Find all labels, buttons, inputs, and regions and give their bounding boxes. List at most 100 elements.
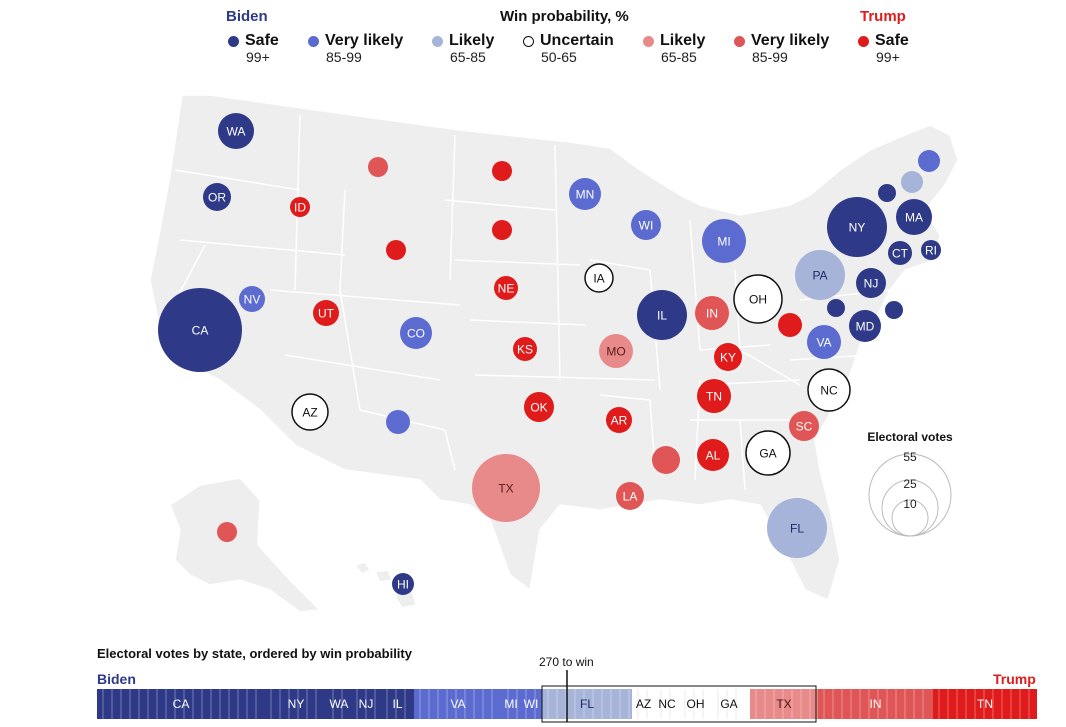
- state-circle[interactable]: [695, 296, 729, 330]
- state-circle[interactable]: [767, 498, 827, 558]
- state-bubble-co[interactable]: CO: [400, 317, 432, 349]
- state-circle[interactable]: [313, 300, 339, 326]
- state-circle[interactable]: [901, 171, 923, 193]
- bar-segment-rect[interactable]: [818, 689, 933, 719]
- state-bubble-ok[interactable]: OK: [524, 392, 554, 422]
- state-bubble-md[interactable]: MD: [849, 310, 881, 342]
- state-circle[interactable]: [697, 439, 729, 471]
- state-bubble-az[interactable]: AZ: [291, 393, 329, 431]
- state-circle[interactable]: [702, 219, 746, 263]
- bar-segment-nj[interactable]: NJ: [351, 689, 381, 719]
- state-circle[interactable]: [524, 392, 554, 422]
- state-bubble-ma[interactable]: MA: [896, 199, 932, 235]
- state-bubble-unlabeled-42[interactable]: [885, 301, 903, 319]
- state-circle[interactable]: [368, 157, 388, 177]
- state-circle[interactable]: [827, 197, 887, 257]
- state-bubble-ks[interactable]: KS: [513, 337, 537, 361]
- bar-segment-il[interactable]: IL: [381, 689, 414, 719]
- bar-segment-rect[interactable]: [502, 689, 520, 719]
- bar-segment-rect[interactable]: [327, 689, 351, 719]
- state-bubble-ut[interactable]: UT: [313, 300, 339, 326]
- state-bubble-unlabeled-12[interactable]: [492, 220, 512, 240]
- state-bubble-mo[interactable]: MO: [599, 334, 633, 368]
- bar-segment-az[interactable]: AZ: [632, 689, 655, 719]
- state-bubble-unlabeled-47[interactable]: [901, 171, 923, 193]
- state-circle[interactable]: [745, 430, 791, 476]
- state-circle[interactable]: [807, 368, 851, 412]
- state-bubble-unlabeled-6[interactable]: [386, 240, 406, 260]
- bar-segment-rect[interactable]: [520, 689, 542, 719]
- state-circle[interactable]: [827, 299, 845, 317]
- bar-segment-rect[interactable]: [750, 689, 818, 719]
- state-circle[interactable]: [896, 199, 932, 235]
- state-circle[interactable]: [492, 220, 512, 240]
- state-circle[interactable]: [291, 393, 329, 431]
- state-circle[interactable]: [778, 313, 802, 337]
- state-circle[interactable]: [492, 161, 512, 181]
- state-circle[interactable]: [386, 410, 410, 434]
- state-bubble-ri[interactable]: RI: [921, 240, 941, 260]
- state-bubble-unlabeled-41[interactable]: [827, 299, 845, 317]
- state-bubble-la[interactable]: LA: [616, 482, 644, 510]
- state-circle[interactable]: [697, 379, 731, 413]
- bar-segment-nc[interactable]: NC: [655, 689, 679, 719]
- state-circle[interactable]: [637, 290, 687, 340]
- state-circle[interactable]: [878, 184, 896, 202]
- state-circle[interactable]: [494, 276, 518, 300]
- state-circle[interactable]: [239, 286, 265, 312]
- state-circle[interactable]: [631, 210, 661, 240]
- state-circle[interactable]: [217, 522, 237, 542]
- state-bubble-ar[interactable]: AR: [606, 407, 632, 433]
- state-circle[interactable]: [795, 250, 845, 300]
- state-bubble-mn[interactable]: MN: [569, 178, 601, 210]
- bar-segment-rect[interactable]: [542, 689, 632, 719]
- state-circle[interactable]: [921, 240, 941, 260]
- state-bubble-unlabeled-46[interactable]: [878, 184, 896, 202]
- state-circle[interactable]: [849, 310, 881, 342]
- state-bubble-unlabeled-5[interactable]: [368, 157, 388, 177]
- bar-segment-wa[interactable]: WA: [327, 689, 351, 719]
- bar-segment-ga[interactable]: GA: [712, 689, 746, 719]
- state-circle[interactable]: [789, 411, 819, 441]
- bar-segment-rect[interactable]: [97, 689, 265, 719]
- state-bubble-in[interactable]: IN: [695, 296, 729, 330]
- state-circle[interactable]: [203, 183, 231, 211]
- state-bubble-tx[interactable]: TX: [472, 454, 540, 522]
- state-circle[interactable]: [616, 482, 644, 510]
- bar-segment-wi[interactable]: WI: [520, 689, 542, 719]
- state-circle[interactable]: [652, 446, 680, 474]
- state-bubble-ca[interactable]: CA: [158, 288, 242, 372]
- state-bubble-or[interactable]: OR: [203, 183, 231, 211]
- state-bubble-unlabeled-11[interactable]: [492, 161, 512, 181]
- bar-segment-oh[interactable]: OH: [679, 689, 712, 719]
- state-circle[interactable]: [714, 343, 742, 371]
- state-bubble-wa[interactable]: WA: [218, 113, 254, 149]
- state-bubble-unlabeled-36[interactable]: [778, 313, 802, 337]
- state-circle[interactable]: [733, 274, 783, 324]
- state-bubble-va[interactable]: VA: [807, 325, 841, 359]
- state-bubble-ky[interactable]: KY: [714, 343, 742, 371]
- state-bubble-mi[interactable]: MI: [702, 219, 746, 263]
- state-bubble-unlabeled-48[interactable]: [918, 150, 940, 172]
- state-circle[interactable]: [885, 301, 903, 319]
- bar-segment-ny[interactable]: NY: [265, 689, 327, 719]
- state-circle[interactable]: [606, 407, 632, 433]
- state-circle[interactable]: [569, 178, 601, 210]
- bar-segment-in[interactable]: IN: [818, 689, 933, 719]
- state-bubble-ne[interactable]: NE: [494, 276, 518, 300]
- state-bubble-nv[interactable]: NV: [239, 286, 265, 312]
- bar-segment-mi[interactable]: MI: [502, 689, 520, 719]
- state-bubble-fl[interactable]: FL: [767, 498, 827, 558]
- state-circle[interactable]: [888, 241, 912, 265]
- state-bubble-id[interactable]: ID: [290, 197, 310, 217]
- bar-segment-fl[interactable]: FL: [542, 689, 632, 719]
- state-bubble-ct[interactable]: CT: [888, 241, 912, 265]
- bar-segment-rect[interactable]: [381, 689, 414, 719]
- state-circle[interactable]: [513, 337, 537, 361]
- state-bubble-oh[interactable]: OH: [733, 274, 783, 324]
- state-circle[interactable]: [472, 454, 540, 522]
- state-bubble-tn[interactable]: TN: [697, 379, 731, 413]
- state-bubble-unlabeled-49[interactable]: [217, 522, 237, 542]
- state-bubble-nc[interactable]: NC: [807, 368, 851, 412]
- state-circle[interactable]: [386, 240, 406, 260]
